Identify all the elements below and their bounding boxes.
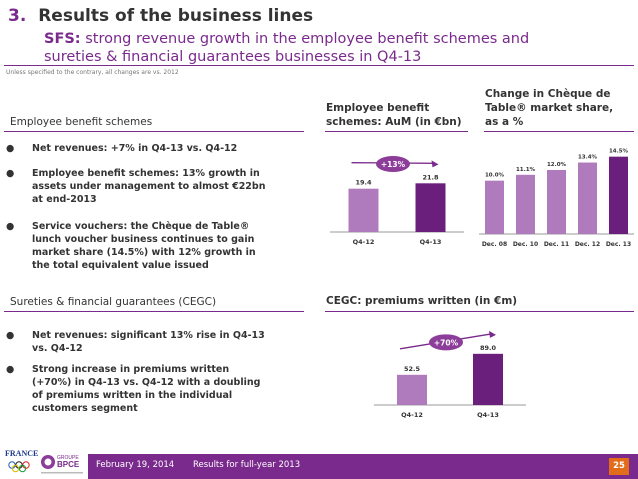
bullet-icon: ● xyxy=(6,364,15,375)
value-label: 89.0 xyxy=(480,344,497,352)
bar xyxy=(473,353,503,405)
section-number: 3. xyxy=(8,6,27,26)
bar xyxy=(415,183,446,232)
value-label: 19.4 xyxy=(355,179,372,187)
footer-subtitle: Results for full-year 2013 xyxy=(193,460,301,470)
category-label: Q4-12 xyxy=(401,411,423,419)
category-label: Dec. 12 xyxy=(575,241,600,248)
footnote: Unless specified to the contrary, all ch… xyxy=(6,69,179,76)
chart-aum-title: Employee benefit schemes: AuM (in €bn) xyxy=(326,101,462,129)
subtitle-bold: SFS: xyxy=(44,31,81,47)
growth-label: +13% xyxy=(381,160,406,169)
growth-badge xyxy=(376,155,410,172)
footer-date: February 19, 2014 xyxy=(96,460,175,470)
chart-share-title-line2: Table® market share, xyxy=(485,102,614,114)
value-label: 10.0% xyxy=(485,173,505,179)
chart-share-title-line1: Change in Chèque de xyxy=(485,88,611,100)
bullet-icon: ● xyxy=(6,168,15,179)
slide-subtitle: SFS: strong revenue growth in the employ… xyxy=(44,30,629,66)
chart-aum-title-line1: Employee benefit xyxy=(326,102,430,114)
bar xyxy=(348,188,379,232)
employee-section-rule xyxy=(4,131,304,132)
category-label: Dec. 11 xyxy=(544,241,569,248)
chart-share-title-line3: as a % xyxy=(485,116,524,128)
bpce-logo-name: BPCE xyxy=(57,460,80,469)
bullet-icon: ● xyxy=(6,330,15,341)
chart-cegc: 52.5 Q4-12 89.0 Q4-13 +70% xyxy=(374,330,526,419)
bar xyxy=(485,180,504,234)
cegc-section-title: Sureties & financial guarantees (CEGC) xyxy=(10,296,217,308)
title-text: Results of the business lines xyxy=(38,6,314,26)
employee-section-title: Employee benefit schemes xyxy=(10,116,153,128)
category-label: Q4-13 xyxy=(420,238,442,246)
employee-bullet-2: Employee benefit schemes: 13% growth in … xyxy=(32,168,266,205)
subtitle-line2: sureties & financial guarantees business… xyxy=(44,49,422,65)
category-label: Dec. 10 xyxy=(513,241,538,248)
chart-aum-rule xyxy=(325,131,468,132)
chart-share-rule xyxy=(484,131,634,132)
bar xyxy=(516,174,535,234)
title-divider xyxy=(4,65,634,66)
value-label: 12.0% xyxy=(547,162,567,168)
cegc-section-rule xyxy=(4,311,304,312)
bar xyxy=(547,170,566,234)
growth-badge xyxy=(429,334,463,351)
bpce-logo: GROUPE BPCE xyxy=(41,455,83,474)
category-label: Q4-13 xyxy=(477,411,499,419)
page-number: 25 xyxy=(609,458,629,475)
bullet-icon: ● xyxy=(6,221,15,232)
category-label: Q4-12 xyxy=(353,238,375,246)
bullet-icon: ● xyxy=(6,143,15,154)
chart-cegc-rule xyxy=(325,311,634,312)
slide-title: 3. Results of the business lines xyxy=(8,6,313,26)
bar xyxy=(397,374,427,405)
value-label: 13.4% xyxy=(578,155,598,161)
chart-aum-title-line2: schemes: AuM (in €bn) xyxy=(326,116,462,128)
cegc-bullet-2: Strong increase in premiums written (+70… xyxy=(32,364,261,414)
chart-share-title: Change in Chèque de Table® market share,… xyxy=(485,87,613,129)
growth-arrowhead xyxy=(431,160,439,168)
france-logo: FRANCE xyxy=(5,449,38,473)
chart-cegc-title: CEGC: premiums written (in €m) xyxy=(326,295,518,307)
value-label: 21.8 xyxy=(422,173,439,181)
footer-bar xyxy=(88,454,638,479)
category-label: Dec. 13 xyxy=(606,241,631,248)
employee-bullet-1: Net revenues: +7% in Q4-13 vs. Q4-12 xyxy=(32,143,238,154)
france-logo-text: FRANCE xyxy=(5,449,38,458)
bar xyxy=(609,156,628,234)
bar xyxy=(578,162,597,234)
employee-bullet-3: Service vouchers: the Chèque de Table® l… xyxy=(32,221,256,271)
value-label: 14.5% xyxy=(609,149,629,155)
bpce-logo-groupe: GROUPE xyxy=(57,455,79,461)
value-label: 11.1% xyxy=(516,167,536,173)
cegc-bullet-1: Net revenues: significant 13% rise in Q4… xyxy=(32,330,265,354)
chart-share: 10.0% Dec. 08 11.1% Dec. 10 12.0% Dec. 11 13.4… xyxy=(479,149,634,248)
footer: FRANCE GROUPE BPCE February 19, 2014 Res… xyxy=(0,447,638,479)
growth-label: +70% xyxy=(434,338,459,347)
growth-arrowhead xyxy=(489,330,496,338)
chart-aum: 19.4 Q4-12 21.8 Q4-13 +13% xyxy=(330,155,464,246)
subtitle-line1: strong revenue growth in the employee be… xyxy=(80,31,530,47)
category-label: Dec. 08 xyxy=(482,241,507,248)
value-label: 52.5 xyxy=(404,365,421,373)
